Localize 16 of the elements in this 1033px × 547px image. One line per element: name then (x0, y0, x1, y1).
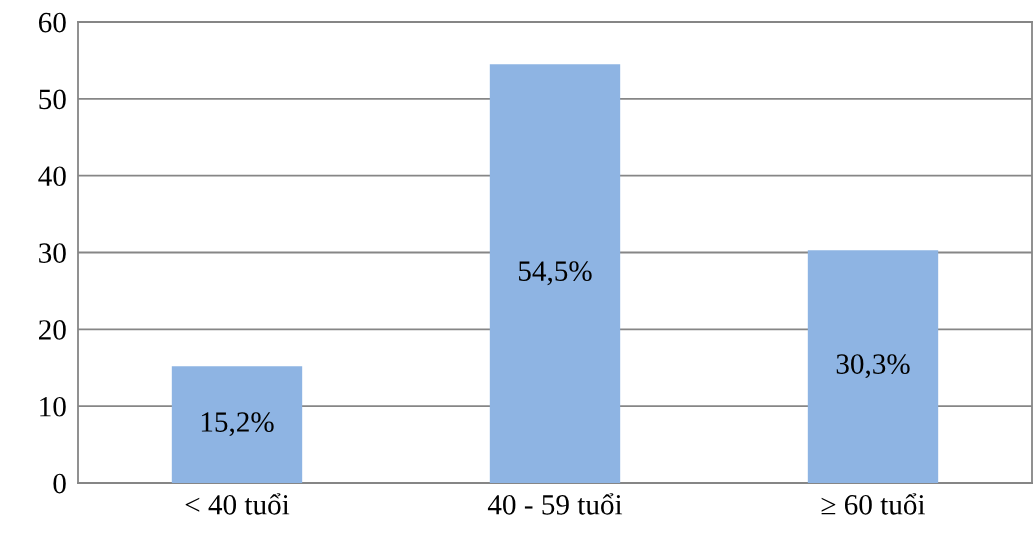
y-tick-label: 20 (39, 320, 66, 340)
y-tick-label: 60 (38, 12, 66, 33)
x-tick-label: < 40 tuổi (185, 493, 290, 515)
data-label: 54,5% (519, 261, 592, 286)
bar (171, 366, 303, 483)
y-tick-label: 50 (39, 89, 66, 110)
data-label: 30,3% (836, 354, 910, 379)
bar (489, 64, 621, 483)
x-tick-label: 40 - 59 tuổi (487, 493, 623, 515)
y-tick-label: 30 (39, 243, 66, 263)
data-label: 15,2% (201, 412, 274, 437)
y-tick-label: 10 (40, 396, 66, 417)
y-tick-label: 40 (38, 166, 66, 187)
y-tick-label: 0 (53, 473, 66, 494)
x-tick-label: ≥ 60 tuổi (821, 493, 926, 515)
bar (807, 250, 939, 483)
